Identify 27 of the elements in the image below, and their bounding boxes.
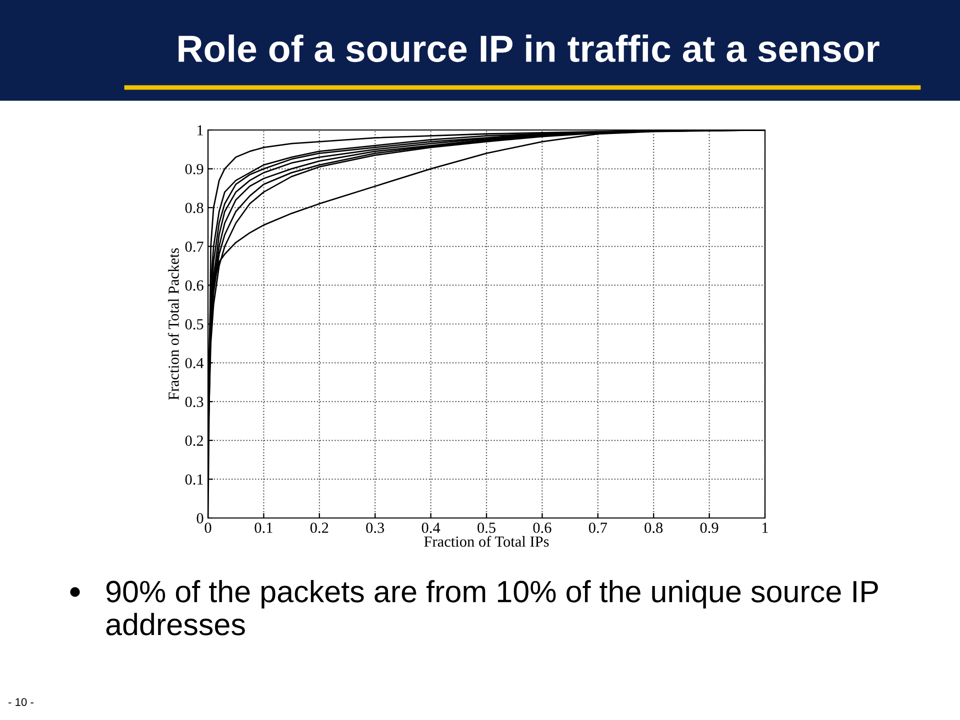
- y-tick-label: 0.6: [185, 280, 204, 291]
- x-tick-label: 0.2: [310, 522, 328, 533]
- chart-title: Role of a source IP in traffic at a sensor: [178, 34, 880, 62]
- x-tick-label: 0.1: [254, 522, 272, 533]
- y-axis-title: Fraction of Total Packets: [168, 248, 179, 400]
- x-tick-label: 0: [204, 522, 212, 533]
- y-tick-label: 0.8: [185, 202, 204, 214]
- x-tick-label: 0.9: [700, 522, 718, 533]
- text: - 10 -: [8, 698, 34, 706]
- x-tick-label: 0.6: [533, 522, 552, 533]
- y-tick-label: 0.2: [185, 436, 203, 446]
- x-tick-label: 1: [762, 522, 768, 533]
- text: 90% of the packets are from 10% of the unique source IP addresses: [106, 580, 878, 636]
- y-tick-label: 0: [196, 513, 204, 524]
- y-tick-label: 1: [198, 125, 203, 136]
- y-tick-label: 0.3: [185, 396, 204, 408]
- x-tick-label: 0.3: [366, 522, 384, 533]
- x-tick-label: 0.5: [478, 522, 496, 533]
- y-tick-label: 0.7: [185, 242, 204, 252]
- x-tick-label: 0.4: [422, 522, 440, 533]
- x-axis-title: Fraction of Total IPs: [424, 536, 549, 547]
- y-tick-label: 0.4: [185, 358, 204, 368]
- y-tick-label: 0.5: [185, 319, 204, 330]
- y-tick-label: 0.1: [185, 474, 203, 485]
- x-tick-label: 0.7: [588, 522, 608, 533]
- x-tick-label: 0.8: [644, 522, 663, 533]
- y-tick-label: 0.9: [185, 164, 204, 174]
